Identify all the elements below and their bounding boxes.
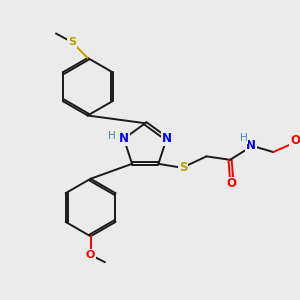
Text: O: O — [291, 134, 300, 147]
Text: H: H — [108, 131, 116, 141]
Text: N: N — [246, 139, 256, 152]
Text: O: O — [226, 178, 236, 190]
Text: O: O — [86, 250, 95, 260]
Text: S: S — [179, 161, 188, 174]
Text: N: N — [119, 132, 129, 145]
Text: H: H — [240, 133, 248, 143]
Text: N: N — [162, 132, 172, 145]
Text: S: S — [68, 37, 76, 47]
